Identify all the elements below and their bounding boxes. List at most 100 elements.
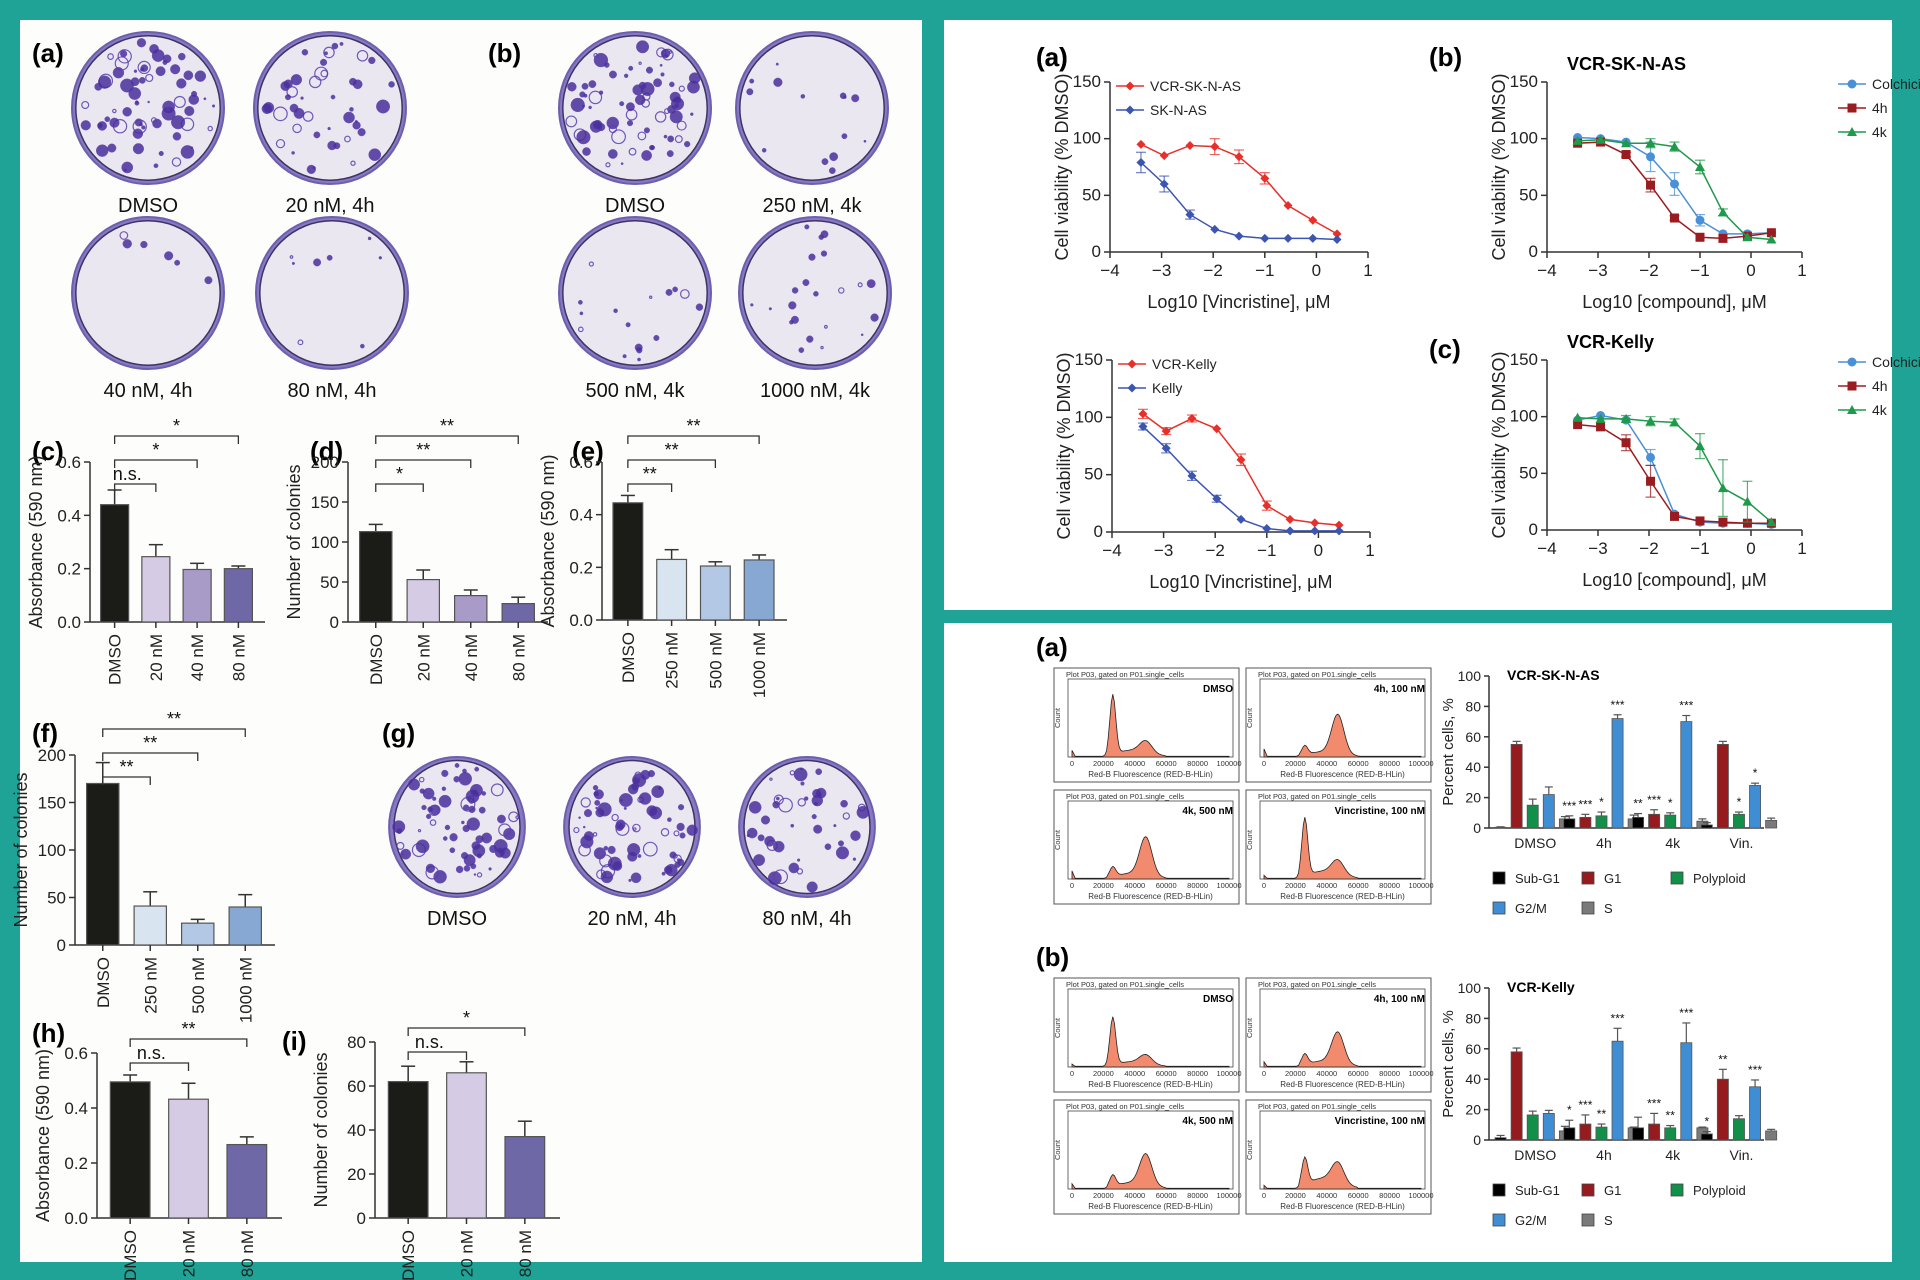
colony — [350, 160, 356, 166]
x-tick-label: 20000 — [1093, 759, 1114, 768]
significance-label: ** — [119, 757, 133, 777]
colony — [804, 796, 809, 801]
colony — [173, 95, 186, 109]
colony — [663, 134, 668, 139]
y-tick-label: 60 — [1465, 1041, 1481, 1057]
x-tick-label: DMSO — [121, 1230, 140, 1280]
colony — [600, 870, 614, 884]
series-kelly — [1137, 422, 1344, 536]
x-tick-label: 60000 — [1348, 759, 1369, 768]
colony — [592, 832, 598, 837]
colony — [104, 116, 111, 123]
colony — [323, 46, 335, 59]
histogram-header: Plot P03, gated on P01.single_cells — [1066, 792, 1184, 801]
data-point — [1283, 233, 1293, 243]
x-tick-label: 100000 — [1216, 1069, 1241, 1078]
data-point — [1669, 417, 1680, 427]
colony — [481, 832, 493, 844]
colony — [378, 256, 382, 260]
plate-caption: DMSO — [427, 908, 487, 930]
colony — [748, 800, 762, 814]
colony — [203, 97, 207, 101]
y-tick-label: 0.4 — [64, 1099, 88, 1118]
panel-label-a: (a) — [1036, 42, 1068, 72]
x-axis-label: Red-B Fluorescence (RED-B-HLin) — [1280, 1202, 1405, 1211]
colony — [793, 767, 808, 782]
line-chart-ra1: (a) 0 50 100 150 −4 −3 −2 −1 0 1 Log10 [Vincristine… — [1036, 42, 1373, 312]
legend-label: Colchicine — [1872, 76, 1920, 92]
colony — [576, 130, 591, 145]
colony — [789, 770, 796, 776]
left-figure-panel: (a) DMSO 20 nM, 4h 40 nM, 4h 80 nM, 4h (b) DMS… — [11, 20, 922, 1280]
colony — [204, 276, 213, 285]
legend-item: S — [1581, 1213, 1613, 1228]
y-tick-label: 50 — [1084, 465, 1103, 484]
colony — [580, 797, 591, 808]
panel-label-b: (b) — [1036, 942, 1069, 972]
colony — [773, 77, 783, 87]
colony — [646, 805, 658, 817]
colony — [620, 162, 624, 166]
colony — [567, 82, 577, 92]
line-chart-ra2: 0 50 100 150 −4 −3 −2 −1 0 1 Log10 [Vincristine], … — [1054, 350, 1375, 592]
x-tick-label: Vin. — [1730, 835, 1754, 851]
data-point — [1185, 210, 1195, 220]
colony — [313, 131, 321, 139]
colony — [418, 776, 425, 783]
x-tick-label: DMSO — [399, 1230, 418, 1280]
colony — [637, 854, 642, 858]
significance-label: ** — [143, 733, 157, 753]
bar-dmso — [612, 502, 644, 621]
legend-item: SK-N-AS — [1116, 102, 1207, 118]
panel-label-rc: (c) — [1429, 334, 1461, 364]
series-line — [1577, 414, 1772, 526]
bar-subg1 — [1700, 824, 1713, 829]
colony — [419, 788, 425, 794]
histogram-curve — [1071, 694, 1230, 758]
data-point — [1185, 140, 1195, 150]
y-tick-label: 100 — [1073, 129, 1101, 148]
x-tick-label: −2 — [1639, 261, 1658, 280]
histogram-title: 4h, 100 nM — [1374, 684, 1425, 695]
significance-label: * — [1704, 1115, 1709, 1129]
colony — [158, 150, 164, 157]
data-point — [1717, 483, 1728, 493]
y-axis-label: Count — [1245, 829, 1254, 850]
data-point — [1695, 441, 1705, 451]
x-tick-label: 80 nM — [509, 634, 528, 681]
colony — [478, 806, 486, 814]
data-point — [1847, 103, 1857, 113]
colony — [672, 286, 678, 293]
colony — [676, 120, 687, 131]
flow-histogram: Plot P03, gated on P01.single_cells 4k, 5… — [1053, 1099, 1242, 1215]
y-axis-label: Number of colonies — [284, 464, 304, 619]
bar-g2m — [1611, 718, 1624, 829]
colony — [603, 62, 610, 68]
x-tick-label: 20 nM — [147, 634, 166, 681]
colony — [820, 345, 824, 350]
bar-subg1 — [1632, 816, 1644, 829]
colony — [607, 856, 622, 871]
data-point — [1159, 179, 1169, 189]
colony — [133, 69, 138, 73]
bar-subg1 — [1632, 1127, 1644, 1141]
colony — [609, 70, 617, 79]
colony — [638, 61, 642, 65]
data-point — [1127, 359, 1137, 369]
bar-g2m — [1542, 794, 1555, 829]
x-tick-label: 40000 — [1316, 1191, 1337, 1200]
colony — [678, 85, 685, 92]
colony — [615, 821, 630, 836]
data-point — [1595, 134, 1606, 144]
bar-g2m — [1749, 785, 1762, 829]
data-point — [1138, 422, 1148, 432]
x-tick-label: DMSO — [106, 634, 125, 685]
colony — [843, 95, 847, 99]
colony — [804, 224, 810, 230]
petri-dish-plate — [253, 31, 407, 185]
colony — [632, 827, 637, 831]
colony — [280, 81, 291, 91]
colony — [676, 822, 685, 831]
colony — [425, 813, 432, 820]
